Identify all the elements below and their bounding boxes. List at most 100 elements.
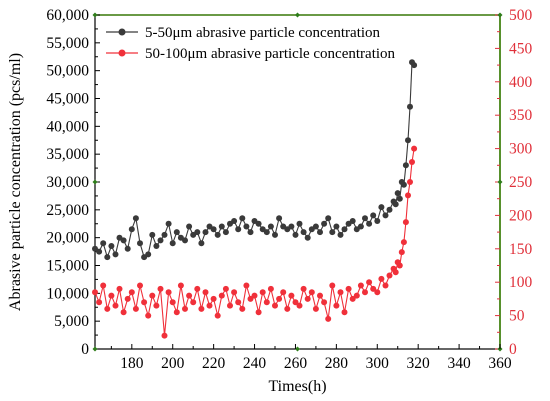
legend-label-1: 5-50μm abrasive particle concentration — [145, 25, 381, 41]
plot-frame — [94, 14, 501, 350]
series-line-1 — [94, 60, 415, 259]
x-tick-label: 300 — [366, 355, 390, 372]
series-2-point — [292, 299, 299, 306]
series-2-point — [386, 272, 393, 279]
series-2-point — [137, 282, 143, 289]
series-2-point — [202, 289, 209, 296]
series-2-point — [263, 299, 270, 306]
left-y-tick-label: 5,000 — [54, 313, 89, 330]
left-y-tick-label: 35,000 — [46, 146, 89, 163]
left-y-tick-label: 10,000 — [46, 285, 89, 302]
series-1-point — [296, 220, 303, 227]
series-2-point — [116, 285, 123, 292]
x-tick-label: 320 — [407, 355, 431, 372]
series-2-point — [239, 305, 246, 312]
series-2-point — [288, 292, 295, 299]
series-2-point — [398, 249, 405, 256]
series-2-point — [214, 312, 221, 319]
right-y-tick-label: 500 — [509, 7, 533, 24]
series-2-point — [325, 315, 332, 322]
series-2-point — [198, 305, 205, 312]
series-1-point — [394, 190, 401, 197]
series-2-point — [329, 282, 336, 289]
series-1-point — [96, 248, 103, 255]
right-y-tick-label: 350 — [509, 107, 533, 124]
x-tick-label: 200 — [161, 355, 185, 372]
x-tick-label: 340 — [447, 355, 471, 372]
series-1-point — [321, 220, 328, 227]
legend-label-2: 50-100μm abrasive particle concentration — [145, 46, 396, 62]
series-2-point — [396, 262, 403, 269]
series-1-point — [161, 231, 168, 238]
series-2-point — [194, 285, 201, 292]
series-2-point — [296, 302, 303, 309]
x-tick-label: 220 — [202, 355, 226, 372]
series-1-point — [112, 251, 119, 258]
right-y-tick-label: 450 — [509, 40, 533, 57]
series-2-point — [157, 285, 164, 292]
series-1-point — [218, 223, 225, 230]
series-1-point — [210, 226, 217, 233]
series-2-point — [247, 295, 254, 302]
axis-anchor-marker — [92, 12, 98, 18]
series-2-point — [149, 292, 156, 299]
series-2-point — [104, 305, 111, 312]
series-1-point — [341, 226, 348, 233]
series-1-point — [235, 226, 242, 233]
series-2-point — [321, 299, 328, 306]
series-1-point — [149, 231, 156, 238]
series-2-point — [112, 302, 119, 309]
series-1-point — [402, 162, 409, 169]
series-1-point — [231, 218, 238, 224]
series-1-point — [392, 201, 399, 208]
series-1-point — [362, 215, 368, 222]
series-2-point — [120, 309, 127, 316]
left-y-tick-label: 45,000 — [46, 91, 89, 108]
series-2-point — [206, 302, 213, 309]
series-2-point — [392, 269, 399, 276]
series-1-point — [120, 237, 127, 244]
right-y-tick-label: 300 — [509, 141, 533, 158]
x-tick-label: 240 — [243, 355, 267, 372]
series-2-point — [145, 312, 152, 319]
series-2-point — [235, 299, 242, 306]
series-2-point — [243, 282, 250, 289]
series-1-point — [198, 240, 205, 247]
series-2-point — [284, 305, 291, 312]
series-1-point — [366, 220, 373, 227]
series-2-point — [308, 289, 315, 296]
right-y-tick-label: 150 — [509, 241, 533, 258]
series-2-point — [374, 289, 381, 296]
right-y-tick-label: 0 — [509, 341, 517, 358]
left-y-tick-label: 30,000 — [46, 174, 89, 191]
series-2-point — [276, 295, 283, 302]
series-2-point — [304, 295, 311, 302]
series-2-point — [255, 309, 262, 316]
series-2-point — [100, 282, 107, 289]
series-1-point — [317, 229, 323, 236]
series-2-point — [370, 285, 377, 292]
left-y-tick-label: 40,000 — [46, 118, 89, 135]
left-y-tick-label: 15,000 — [46, 258, 89, 275]
series-1-point — [137, 240, 143, 247]
series-1-point — [405, 137, 411, 144]
series-2-point — [251, 292, 258, 299]
series-1-point — [272, 231, 278, 238]
series-1-point — [239, 215, 246, 222]
series-1-point — [128, 226, 135, 233]
series-2-point — [337, 289, 344, 296]
series-1-point — [300, 229, 307, 236]
x-axis-label: Times(h) — [268, 378, 326, 395]
series-2-point — [362, 289, 368, 296]
legend-marker-2 — [118, 49, 126, 57]
series-2-point — [141, 299, 148, 306]
series-2-point — [357, 282, 364, 289]
right-y-tick-label: 400 — [509, 74, 533, 91]
series-2-point — [349, 295, 356, 302]
series-2-point — [231, 289, 238, 296]
series-2-point — [409, 159, 415, 165]
series-1-point — [329, 229, 336, 236]
series-2-point — [333, 302, 340, 309]
series-2-point — [153, 302, 160, 309]
